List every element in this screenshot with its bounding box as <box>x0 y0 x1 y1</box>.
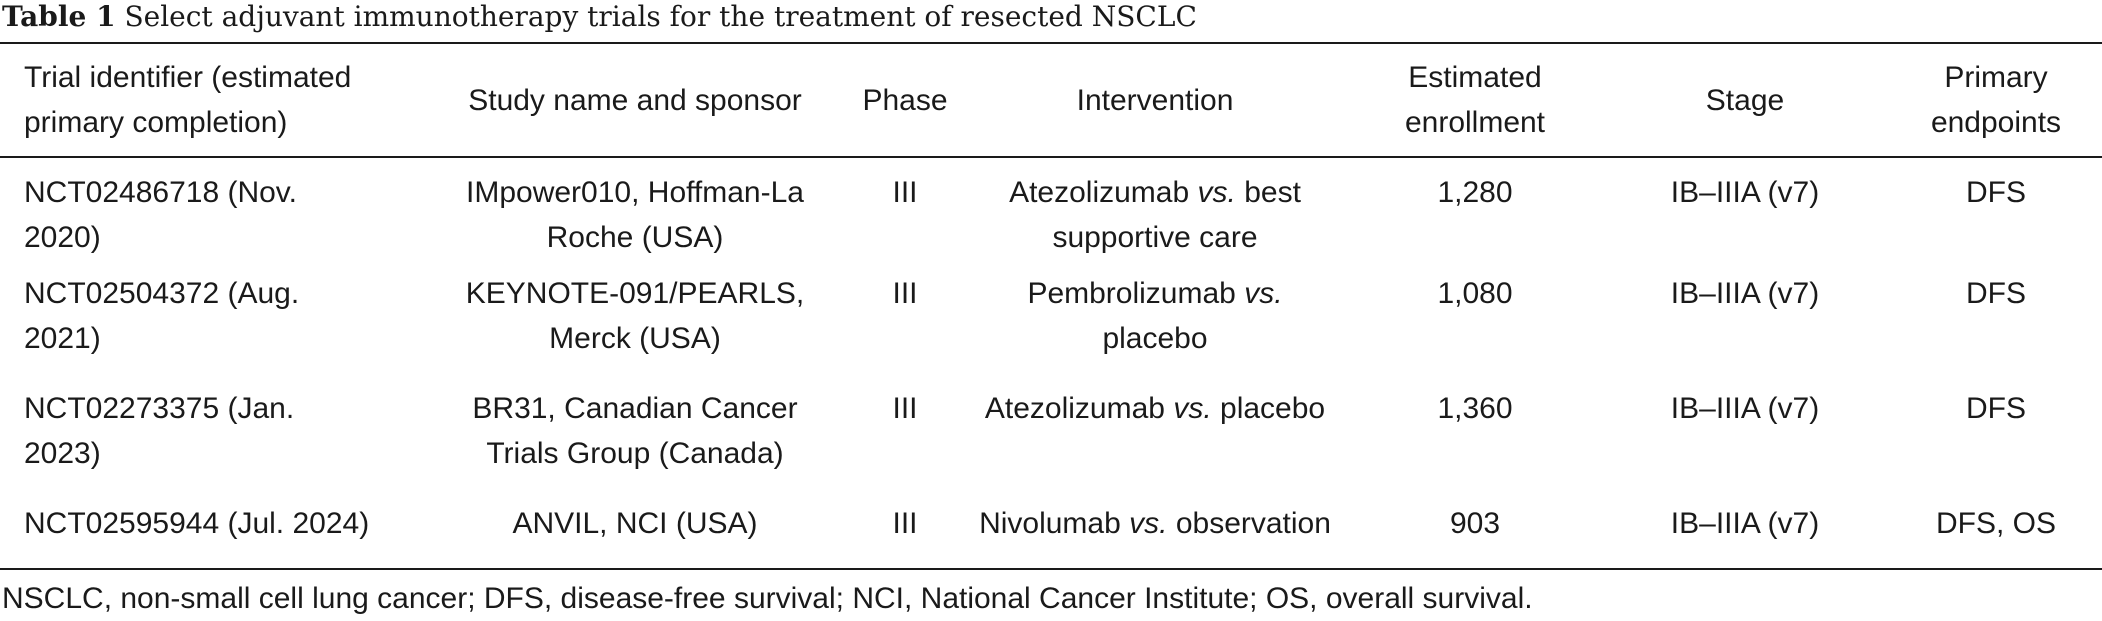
cell-study: KEYNOTE-091/PEARLS, Merck (USA) <box>465 277 805 355</box>
cell-stage: IB–IIIA (v7) <box>1670 507 1820 540</box>
cell-stage: IB–IIIA (v7) <box>1670 392 1820 425</box>
cell-study: ANVIL, NCI (USA) <box>512 507 758 540</box>
cell-intervention: Atezolizumab vs. placebo <box>984 392 1326 425</box>
cell-study: IMpower010, Hoffman-La Roche (USA) <box>466 176 804 254</box>
header-phase: Phase <box>862 83 948 117</box>
cell-phase: III <box>892 277 918 310</box>
header-trial-identifier: Trial identifier (estimated primary comp… <box>24 61 352 139</box>
cell-trial-identifier: NCT02273375 (Jan. 2023) <box>24 392 295 470</box>
cell-intervention: Atezolizumab vs. best supportive care <box>1009 176 1301 254</box>
header-study: Study name and sponsor <box>468 83 802 117</box>
table-caption-label: Table 1 <box>2 0 116 33</box>
table-row: NCT02273375 (Jan. 2023) BR31, Canadian C… <box>0 386 2102 501</box>
cell-intervention: Nivolumab vs. observation <box>979 507 1331 540</box>
header-enrollment: Estimated enrollment <box>1404 61 1546 139</box>
cell-trial-identifier: NCT02504372 (Aug. 2021) <box>24 277 300 355</box>
cell-enrollment: 903 <box>1449 507 1501 540</box>
cell-intervention: Pembrolizumab vs. placebo <box>1027 277 1283 355</box>
cell-stage: IB–IIIA (v7) <box>1670 277 1820 310</box>
table-caption-text: Select adjuvant immunotherapy trials for… <box>124 0 1197 33</box>
cell-phase: III <box>892 176 918 209</box>
table-header-rule <box>0 156 2102 158</box>
table-row: NCT02504372 (Aug. 2021) KEYNOTE-091/PEAR… <box>0 271 2102 386</box>
table-footnote: NSCLC, non-small cell lung cancer; DFS, … <box>2 582 1533 615</box>
table-header-row: Trial identifier (estimated primary comp… <box>0 44 2102 156</box>
table-caption: Table 1 Select adjuvant immunotherapy tr… <box>2 0 1197 34</box>
cell-endpoints: DFS, OS <box>1935 507 2056 540</box>
table-bottom-rule <box>0 568 2102 570</box>
table-top-rule <box>0 42 2102 44</box>
cell-trial-identifier: NCT02486718 (Nov. 2020) <box>24 176 297 254</box>
cell-enrollment: 1,280 <box>1437 176 1513 209</box>
header-intervention: Intervention <box>1076 83 1234 117</box>
cell-stage: IB–IIIA (v7) <box>1670 176 1820 209</box>
cell-endpoints: DFS <box>1966 176 2026 209</box>
table-row: NCT02595944 (Jul. 2024) ANVIL, NCI (USA)… <box>0 501 2102 567</box>
cell-endpoints: DFS <box>1966 277 2026 310</box>
cell-trial-identifier: NCT02595944 (Jul. 2024) <box>24 507 370 540</box>
cell-enrollment: 1,080 <box>1437 277 1513 310</box>
cell-study: BR31, Canadian Cancer Trials Group (Cana… <box>472 392 798 470</box>
table-row: NCT02486718 (Nov. 2020) IMpower010, Hoff… <box>0 156 2102 271</box>
header-endpoints: Primary endpoints <box>1930 61 2062 139</box>
cell-enrollment: 1,360 <box>1437 392 1513 425</box>
header-stage: Stage <box>1705 83 1785 117</box>
cell-endpoints: DFS <box>1966 392 2026 425</box>
trials-table: Trial identifier (estimated primary comp… <box>0 44 2102 567</box>
cell-phase: III <box>892 392 918 425</box>
cell-phase: III <box>892 507 918 540</box>
